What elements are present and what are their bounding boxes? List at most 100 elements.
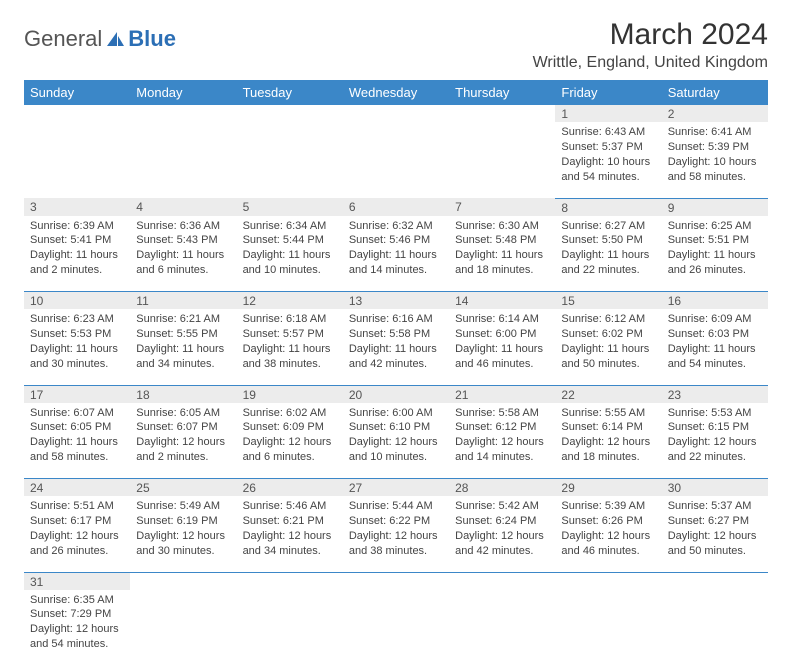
weekday-header: Tuesday <box>237 80 343 105</box>
day-cell: Sunrise: 5:58 AMSunset: 6:12 PMDaylight:… <box>449 403 555 479</box>
day-cell-content: Sunrise: 6:07 AMSunset: 6:05 PMDaylight:… <box>24 403 130 469</box>
daylight-text-1: Daylight: 11 hours <box>668 248 762 263</box>
day-cell: Sunrise: 6:27 AMSunset: 5:50 PMDaylight:… <box>555 216 661 292</box>
sunset-text: Sunset: 6:24 PM <box>455 514 549 529</box>
sunset-text: Sunset: 6:26 PM <box>561 514 655 529</box>
day-number-cell <box>343 105 449 122</box>
sunrise-text: Sunrise: 6:34 AM <box>243 219 337 234</box>
day-number-cell: 6 <box>343 198 449 216</box>
day-cell <box>555 590 661 666</box>
day-cell: Sunrise: 5:55 AMSunset: 6:14 PMDaylight:… <box>555 403 661 479</box>
daylight-text-1: Daylight: 11 hours <box>30 248 124 263</box>
day-content-row: Sunrise: 6:35 AMSunset: 7:29 PMDaylight:… <box>24 590 768 666</box>
day-cell: Sunrise: 6:39 AMSunset: 5:41 PMDaylight:… <box>24 216 130 292</box>
day-cell-content: Sunrise: 6:18 AMSunset: 5:57 PMDaylight:… <box>237 309 343 375</box>
day-number-cell: 13 <box>343 292 449 310</box>
day-number-cell <box>343 572 449 590</box>
daylight-text-2: and 54 minutes. <box>561 170 655 185</box>
daylight-text-1: Daylight: 12 hours <box>243 435 337 450</box>
day-number-row: 17181920212223 <box>24 385 768 403</box>
day-cell: Sunrise: 6:16 AMSunset: 5:58 PMDaylight:… <box>343 309 449 385</box>
sunrise-text: Sunrise: 6:18 AM <box>243 312 337 327</box>
weekday-header: Monday <box>130 80 236 105</box>
day-cell: Sunrise: 5:44 AMSunset: 6:22 PMDaylight:… <box>343 496 449 572</box>
day-cell-content: Sunrise: 5:58 AMSunset: 6:12 PMDaylight:… <box>449 403 555 469</box>
sunrise-text: Sunrise: 6:21 AM <box>136 312 230 327</box>
day-cell-content: Sunrise: 6:35 AMSunset: 7:29 PMDaylight:… <box>24 590 130 656</box>
sunrise-text: Sunrise: 5:51 AM <box>30 499 124 514</box>
sunset-text: Sunset: 5:44 PM <box>243 233 337 248</box>
day-cell: Sunrise: 5:46 AMSunset: 6:21 PMDaylight:… <box>237 496 343 572</box>
day-cell: Sunrise: 5:49 AMSunset: 6:19 PMDaylight:… <box>130 496 236 572</box>
day-number-cell <box>237 572 343 590</box>
sunset-text: Sunset: 5:57 PM <box>243 327 337 342</box>
day-cell: Sunrise: 6:21 AMSunset: 5:55 PMDaylight:… <box>130 309 236 385</box>
daylight-text-2: and 6 minutes. <box>243 450 337 465</box>
sunset-text: Sunset: 6:22 PM <box>349 514 443 529</box>
day-number-cell: 14 <box>449 292 555 310</box>
sunset-text: Sunset: 6:12 PM <box>455 420 549 435</box>
daylight-text-1: Daylight: 11 hours <box>349 342 443 357</box>
day-cell: Sunrise: 6:23 AMSunset: 5:53 PMDaylight:… <box>24 309 130 385</box>
daylight-text-1: Daylight: 12 hours <box>349 529 443 544</box>
day-cell-content: Sunrise: 6:23 AMSunset: 5:53 PMDaylight:… <box>24 309 130 375</box>
day-cell: Sunrise: 5:53 AMSunset: 6:15 PMDaylight:… <box>662 403 768 479</box>
day-number-cell <box>130 572 236 590</box>
sunset-text: Sunset: 6:00 PM <box>455 327 549 342</box>
day-number-cell: 19 <box>237 385 343 403</box>
daylight-text-1: Daylight: 11 hours <box>561 248 655 263</box>
day-number-cell: 25 <box>130 479 236 497</box>
day-cell-content: Sunrise: 6:12 AMSunset: 6:02 PMDaylight:… <box>555 309 661 375</box>
day-cell <box>343 590 449 666</box>
weekday-header: Wednesday <box>343 80 449 105</box>
day-cell-content: Sunrise: 6:05 AMSunset: 6:07 PMDaylight:… <box>130 403 236 469</box>
day-number-cell: 31 <box>24 572 130 590</box>
sunset-text: Sunset: 5:37 PM <box>561 140 655 155</box>
daylight-text-2: and 34 minutes. <box>243 544 337 559</box>
sunrise-text: Sunrise: 5:37 AM <box>668 499 762 514</box>
sunrise-text: Sunrise: 6:07 AM <box>30 406 124 421</box>
day-number-row: 24252627282930 <box>24 479 768 497</box>
daylight-text-1: Daylight: 11 hours <box>349 248 443 263</box>
daylight-text-2: and 2 minutes. <box>136 450 230 465</box>
day-cell-content: Sunrise: 5:49 AMSunset: 6:19 PMDaylight:… <box>130 496 236 562</box>
day-cell: Sunrise: 6:05 AMSunset: 6:07 PMDaylight:… <box>130 403 236 479</box>
day-number-cell <box>24 105 130 122</box>
day-cell <box>130 122 236 198</box>
day-cell: Sunrise: 5:39 AMSunset: 6:26 PMDaylight:… <box>555 496 661 572</box>
daylight-text-1: Daylight: 12 hours <box>136 435 230 450</box>
daylight-text-1: Daylight: 12 hours <box>668 529 762 544</box>
daylight-text-1: Daylight: 12 hours <box>243 529 337 544</box>
day-content-row: Sunrise: 5:51 AMSunset: 6:17 PMDaylight:… <box>24 496 768 572</box>
sunrise-text: Sunrise: 6:32 AM <box>349 219 443 234</box>
daylight-text-2: and 22 minutes. <box>668 450 762 465</box>
sunrise-text: Sunrise: 6:43 AM <box>561 125 655 140</box>
weekday-header-row: SundayMondayTuesdayWednesdayThursdayFrid… <box>24 80 768 105</box>
day-number-cell: 7 <box>449 198 555 216</box>
day-cell <box>343 122 449 198</box>
daylight-text-2: and 2 minutes. <box>30 263 124 278</box>
daylight-text-2: and 50 minutes. <box>668 544 762 559</box>
daylight-text-2: and 34 minutes. <box>136 357 230 372</box>
daylight-text-1: Daylight: 10 hours <box>668 155 762 170</box>
sunrise-text: Sunrise: 6:23 AM <box>30 312 124 327</box>
day-number-row: 31 <box>24 572 768 590</box>
day-cell-content: Sunrise: 6:32 AMSunset: 5:46 PMDaylight:… <box>343 216 449 282</box>
calendar-body: 12Sunrise: 6:43 AMSunset: 5:37 PMDayligh… <box>24 105 768 666</box>
day-number-cell: 27 <box>343 479 449 497</box>
day-number-cell <box>449 572 555 590</box>
day-number-cell <box>662 572 768 590</box>
daylight-text-2: and 30 minutes. <box>30 357 124 372</box>
day-cell <box>237 122 343 198</box>
day-cell <box>237 590 343 666</box>
day-number-cell: 28 <box>449 479 555 497</box>
sunset-text: Sunset: 6:02 PM <box>561 327 655 342</box>
sunrise-text: Sunrise: 6:27 AM <box>561 219 655 234</box>
daylight-text-1: Daylight: 12 hours <box>668 435 762 450</box>
day-cell <box>130 590 236 666</box>
day-number-cell: 20 <box>343 385 449 403</box>
day-number-cell <box>130 105 236 122</box>
sunset-text: Sunset: 6:27 PM <box>668 514 762 529</box>
day-cell <box>662 590 768 666</box>
day-cell-content: Sunrise: 6:34 AMSunset: 5:44 PMDaylight:… <box>237 216 343 282</box>
